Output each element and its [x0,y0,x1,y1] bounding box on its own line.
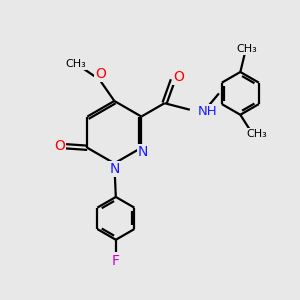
Text: F: F [112,254,120,268]
Text: O: O [54,139,65,153]
Text: NH: NH [198,105,218,118]
Text: N: N [109,162,119,176]
Text: CH₃: CH₃ [65,59,86,69]
Text: O: O [95,67,106,81]
Text: N: N [138,145,148,159]
Text: CH₃: CH₃ [246,129,267,139]
Text: CH₃: CH₃ [237,44,257,54]
Text: O: O [173,70,184,84]
